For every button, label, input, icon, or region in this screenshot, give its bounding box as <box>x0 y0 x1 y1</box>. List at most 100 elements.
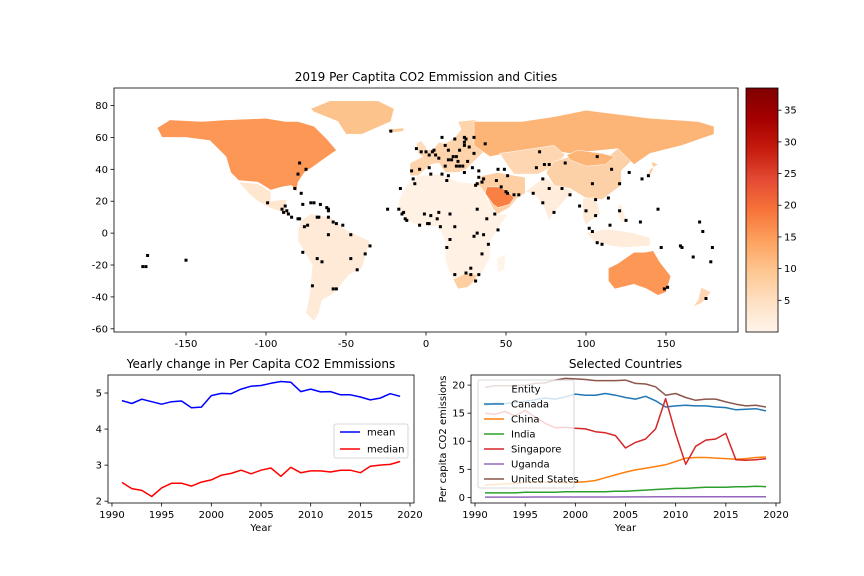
city-marker <box>286 212 290 216</box>
city-marker <box>590 182 594 186</box>
city-marker <box>440 172 444 176</box>
city-marker <box>541 177 545 181</box>
city-marker <box>587 226 591 230</box>
city-marker <box>680 246 684 249</box>
map-region-16 <box>608 250 672 296</box>
city-marker <box>640 177 644 181</box>
c2-legend-label: Canada <box>511 400 549 411</box>
colorbar-tick-label: 30 <box>784 137 797 148</box>
city-marker <box>451 155 455 159</box>
city-marker <box>454 155 458 159</box>
city-marker <box>363 252 367 256</box>
city-marker <box>506 174 510 178</box>
city-marker <box>578 204 582 208</box>
c2-ytick-label: 5 <box>459 465 465 476</box>
city-marker <box>480 252 484 256</box>
city-marker <box>266 201 270 205</box>
city-marker <box>485 217 489 221</box>
city-marker <box>624 218 628 222</box>
map-region-21 <box>496 253 507 274</box>
city-marker <box>563 161 567 165</box>
city-marker <box>402 210 406 214</box>
colorbar-tick-label: 25 <box>784 169 797 180</box>
yearly-change-lines <box>121 380 401 498</box>
city-marker <box>298 161 302 165</box>
city-marker <box>662 287 666 291</box>
city-marker <box>627 171 631 174</box>
yearly-change-title: Yearly change in Per Capita CO2 Emmissio… <box>126 357 396 371</box>
c2-xtick-label: 2005 <box>613 510 638 521</box>
c2-ytick-label: 15 <box>452 409 465 420</box>
city-marker <box>334 287 338 291</box>
city-marker <box>542 163 546 166</box>
map-region-17 <box>692 286 712 308</box>
city-marker <box>315 215 319 219</box>
colorbar-tick-label: 10 <box>784 264 797 275</box>
city-marker <box>469 273 473 277</box>
c1-ytick-label: 3 <box>96 461 102 472</box>
city-marker <box>446 148 450 152</box>
map-xtick-label: -50 <box>338 339 354 350</box>
c1-legend-label: median <box>367 445 405 456</box>
city-marker <box>656 207 660 211</box>
c2-xtick-label: 2010 <box>663 510 688 521</box>
city-marker <box>472 151 476 155</box>
map-ytick-label: -40 <box>92 292 108 303</box>
city-marker <box>418 223 422 227</box>
city-marker <box>400 212 404 216</box>
c1-xtick-label: 2005 <box>248 510 273 521</box>
c2-xtick-label: 2015 <box>713 510 738 521</box>
map-region-0 <box>156 118 337 193</box>
city-marker <box>437 156 441 160</box>
map-xtick-label: -100 <box>255 339 278 350</box>
map-title: 2019 Per Captita CO2 Emmission and Citie… <box>295 70 558 84</box>
city-marker <box>595 155 599 159</box>
city-marker <box>464 137 468 141</box>
city-marker <box>474 183 478 187</box>
city-marker <box>691 255 695 259</box>
colorbar: 5 10 15 20 25 30 35 <box>745 87 797 333</box>
city-marker <box>405 218 409 222</box>
city-marker <box>704 297 708 300</box>
city-marker <box>302 225 306 229</box>
city-marker <box>486 242 490 246</box>
selected-countries-axes: 1990 1995 2000 2005 2010 2015 2020 0 5 10 15 20 <box>452 381 788 521</box>
city-marker <box>538 150 542 154</box>
city-marker <box>293 187 297 190</box>
city-marker <box>296 172 300 176</box>
city-marker <box>494 179 498 182</box>
city-marker <box>326 207 330 211</box>
city-marker <box>462 135 466 139</box>
c1-xtick-label: 2010 <box>298 510 323 521</box>
map-xtick-label: 150 <box>656 339 675 350</box>
city-marker <box>306 223 310 227</box>
c2-legend-label: Uganda <box>511 460 550 471</box>
city-marker <box>285 209 289 213</box>
city-marker <box>301 250 305 254</box>
city-marker <box>462 171 466 174</box>
city-marker <box>446 158 450 162</box>
city-marker <box>299 191 303 195</box>
selected-countries-legend: Entity Canada China India Singapore Uganda Uni… <box>477 379 579 489</box>
selected-countries-title: Selected Countries <box>569 357 682 371</box>
map-region-8 <box>566 149 616 167</box>
city-marker <box>560 187 564 190</box>
city-marker <box>317 215 321 219</box>
c1-xtick-label: 1995 <box>149 510 174 521</box>
map-region-13 <box>577 225 651 248</box>
city-marker <box>678 244 682 248</box>
colorbar-gradient <box>745 87 779 333</box>
map-ytick-label: 20 <box>95 197 108 208</box>
city-marker <box>320 260 324 264</box>
map-ytick-label: 40 <box>95 165 108 176</box>
city-marker <box>411 177 415 181</box>
city-marker <box>493 212 497 216</box>
c2-ytick-label: 20 <box>452 381 465 392</box>
city-marker <box>414 147 418 151</box>
c1-xtick-label: 2020 <box>397 510 422 521</box>
city-marker <box>280 207 284 211</box>
c2-xtick-label: 2020 <box>763 510 788 521</box>
c1-xtick-label: 2015 <box>348 510 373 521</box>
city-marker <box>454 164 458 168</box>
c1-series-median <box>121 460 401 498</box>
